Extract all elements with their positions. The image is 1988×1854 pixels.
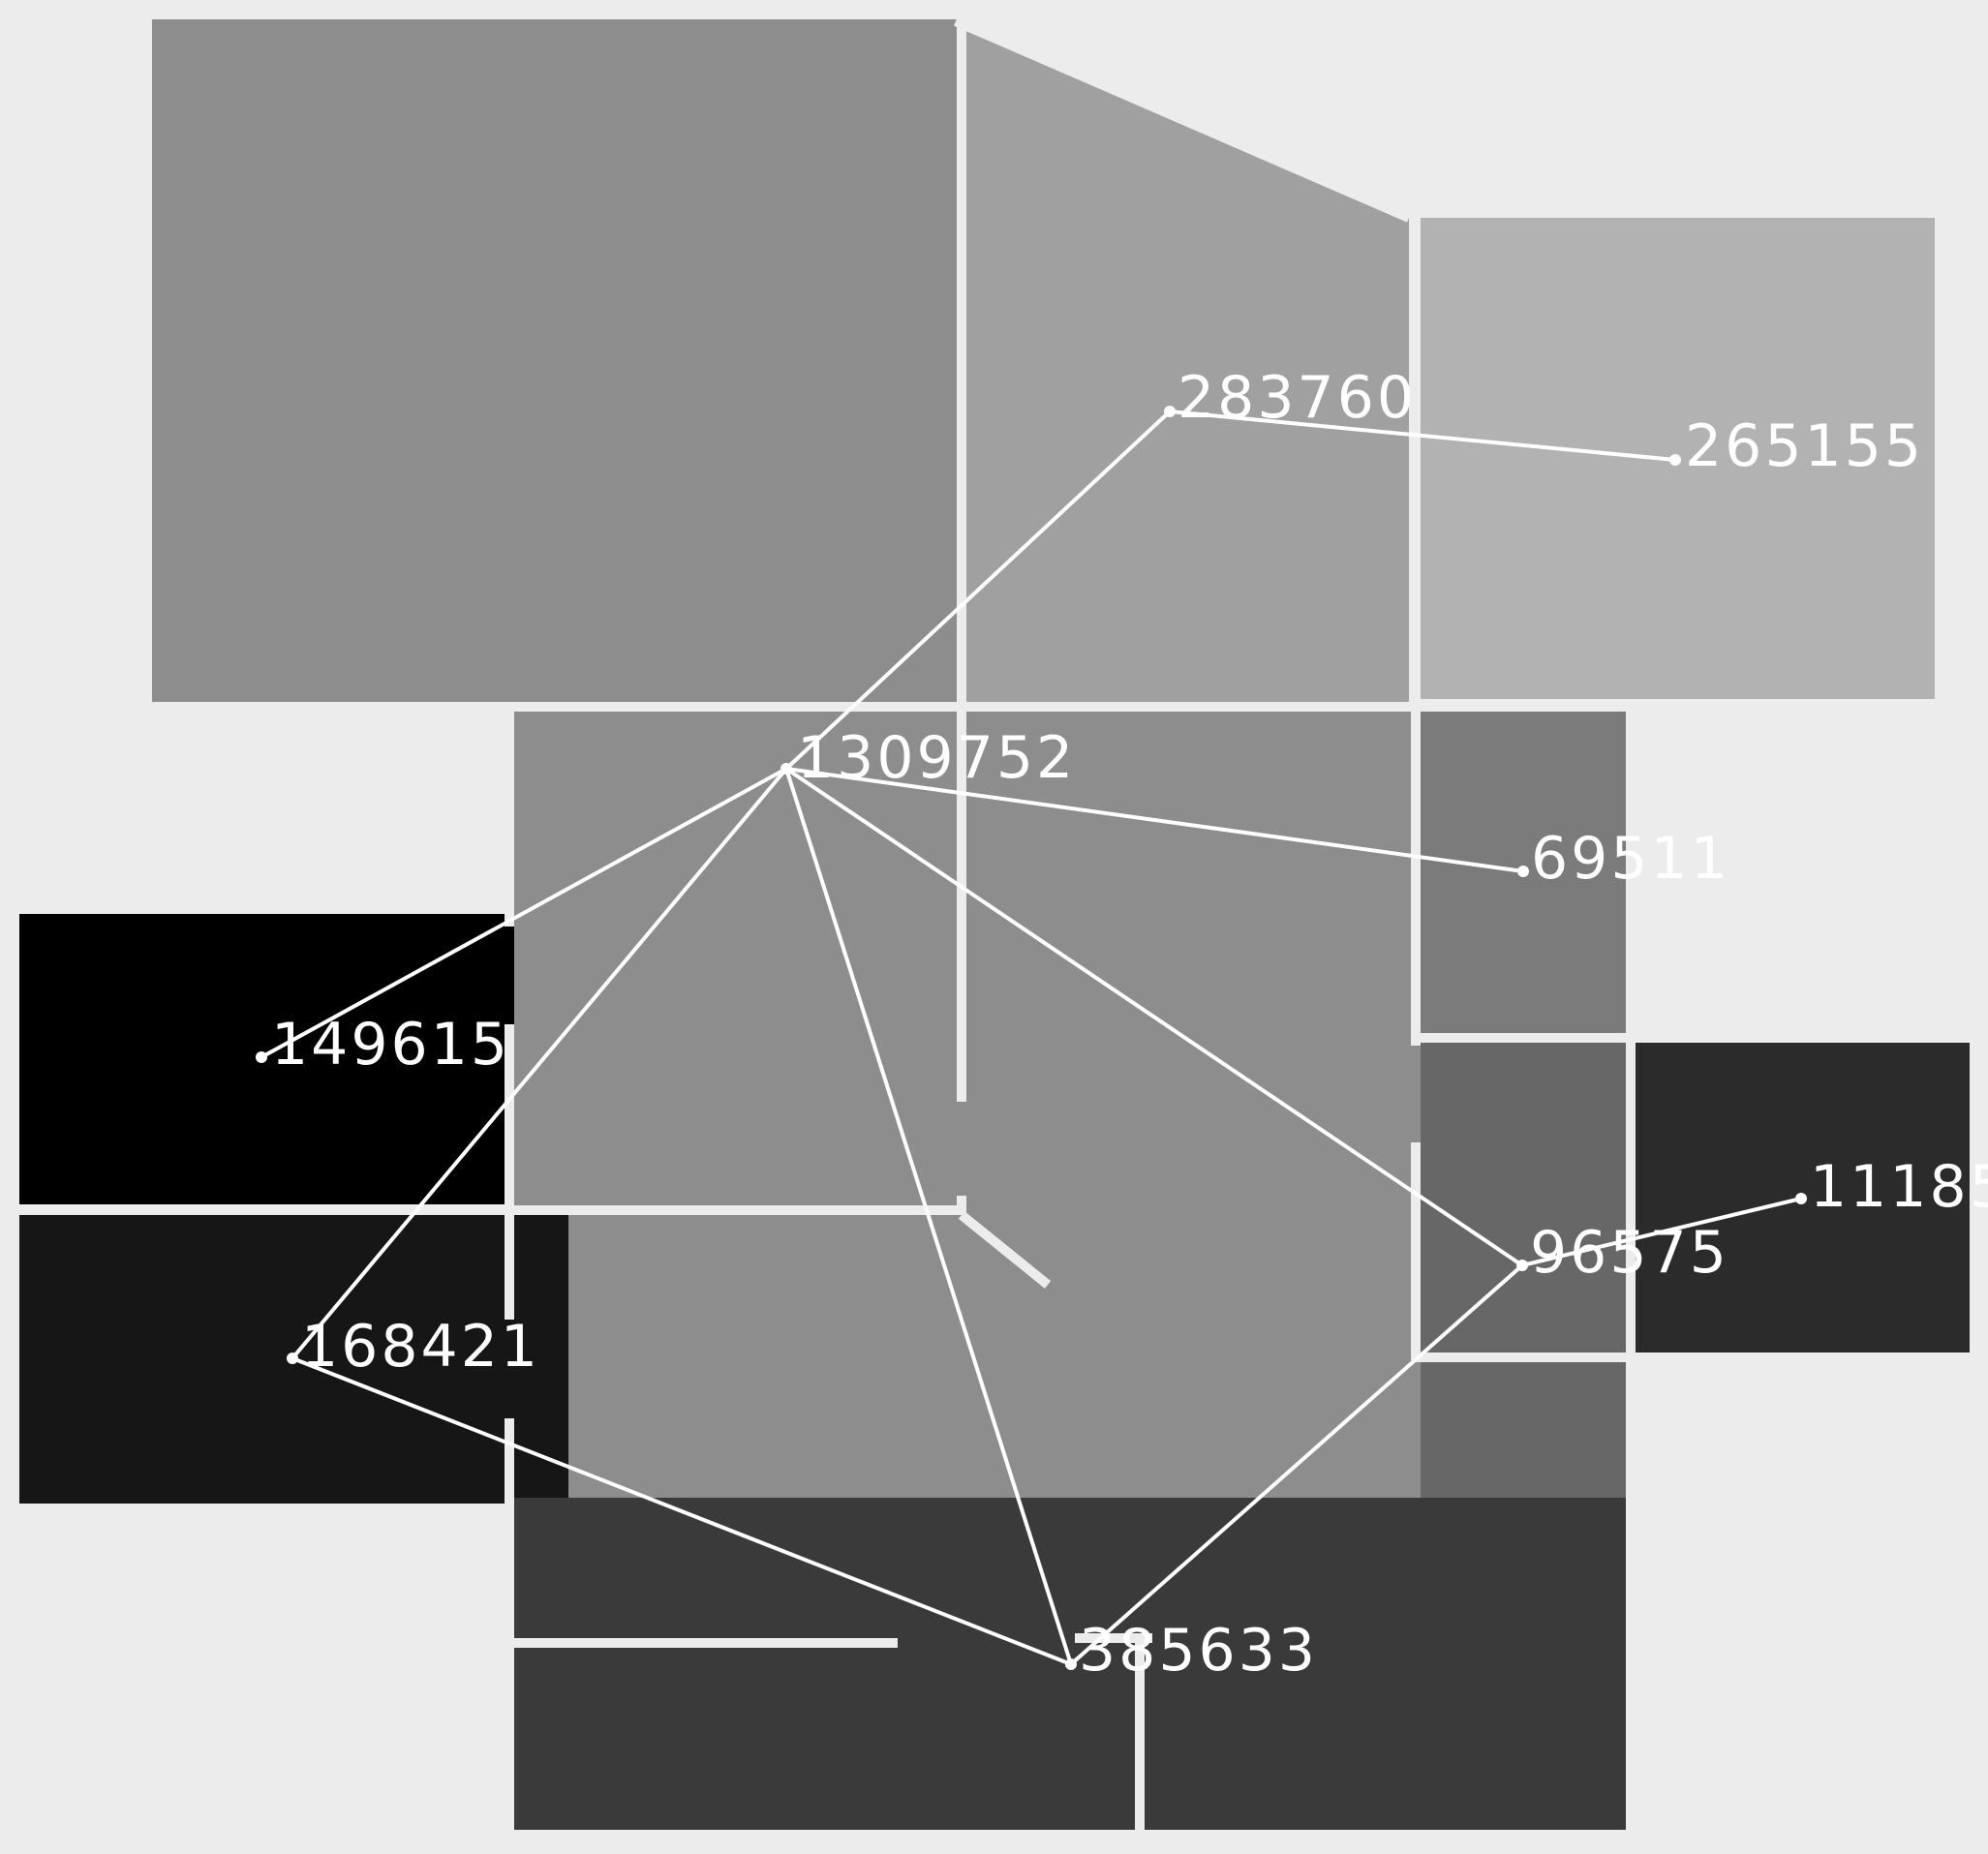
node-label-149615: 149615: [271, 1011, 510, 1079]
edge-1309752-385633: [784, 768, 1073, 1665]
node-label-96575: 96575: [1530, 1219, 1729, 1287]
node-label-265155: 265155: [1685, 412, 1924, 480]
walls-layer: [19, 16, 1636, 1830]
edge-168421-385633: [291, 1356, 1072, 1666]
edges-layer: [260, 410, 1802, 1666]
node-1309752: [780, 763, 792, 775]
node-385633: [1065, 1658, 1077, 1670]
node-label-111858: 111858: [1810, 1153, 1988, 1221]
node-label-385633: 385633: [1079, 1617, 1318, 1685]
wall-segment: [954, 16, 1411, 223]
room-d: [514, 712, 1421, 1498]
edge-1309752-168421: [291, 767, 788, 1360]
rooms-layer: [19, 19, 1970, 1830]
edge-1309752-149615: [260, 767, 787, 1059]
node-283760: [1164, 406, 1176, 417]
node-label-168421: 168421: [301, 1313, 540, 1381]
edge-96575-385633: [1069, 1263, 1524, 1666]
node-168421: [287, 1353, 298, 1364]
node-265155: [1669, 454, 1681, 466]
nodes-layer: [256, 406, 1807, 1670]
node-label-69511: 69511: [1531, 825, 1730, 893]
node-69511: [1517, 866, 1529, 877]
edge-1309752-96575: [784, 767, 1524, 1267]
room-g: [19, 1214, 568, 1515]
room-a: [152, 19, 957, 702]
node-111858: [1795, 1193, 1807, 1204]
wall-segment: [958, 1211, 1052, 1289]
node-label-283760: 283760: [1178, 364, 1417, 432]
node-149615: [256, 1051, 267, 1063]
node-label-1309752: 1309752: [797, 724, 1076, 792]
edge-1309752-69511: [785, 767, 1524, 873]
labels-layer: 1309752 283760 265155 69511 149615 16842…: [271, 364, 1988, 1685]
room-b: [966, 21, 1409, 702]
edge-283760-265155: [1169, 410, 1676, 462]
edge-1309752-283760: [784, 410, 1172, 771]
node-96575: [1516, 1260, 1528, 1271]
edge-96575-111858: [1521, 1197, 1802, 1267]
